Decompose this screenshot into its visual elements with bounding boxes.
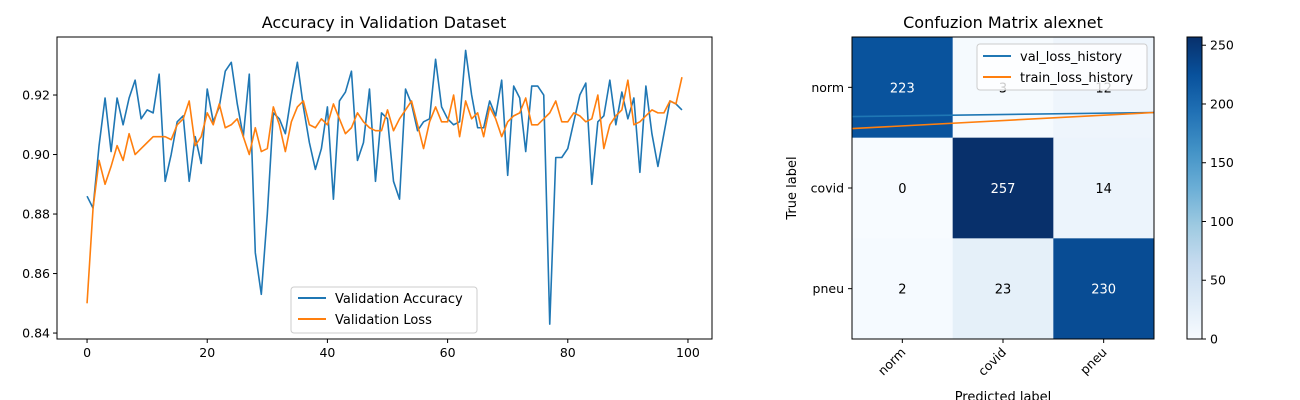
x-tick-label: covid [975,345,1009,379]
legend-label-train-loss-history: train_loss_history [1020,71,1133,86]
colorbar-axis: 0 50 100 150 200 250 [1202,38,1234,347]
y-tick-label: covid [811,181,844,196]
accuracy-chart: Accuracy in Validation Dataset 0 20 40 60 80… [22,13,713,360]
confusion-matrix-overlay-lines [851,111,1155,130]
matrix-cell-value: 257 [991,182,1016,197]
x-tick-label: 80 [560,345,576,360]
colorbar-tick-label: 200 [1210,96,1234,111]
x-tick-label: norm [875,345,909,379]
legend-frame [290,286,478,334]
matrix-cell [952,238,1054,340]
confusion-matrix-title: Confuzion Matrix alexnet [903,13,1103,32]
accuracy-chart-title: Accuracy in Validation Dataset [262,13,507,32]
confusion-matrix-ylabel: True label [785,156,800,220]
y-tick-label: 0.84 [22,326,50,341]
accuracy-chart-lines [86,49,683,325]
colorbar-tick-label: 50 [1210,273,1226,288]
x-tick-label: 100 [676,345,700,360]
matrix-cell [1053,137,1155,239]
y-tick-label: 0.86 [22,266,50,281]
y-tick-label: 0.88 [22,207,50,222]
matrix-cell-value: 0 [898,182,906,197]
confusion-matrix-x-axis: norm covid pneu [875,339,1110,379]
matrix-cell-value: 14 [1095,182,1112,197]
series-line-validation-loss [86,76,683,304]
legend-frame [976,43,1148,91]
matrix-cell-value: 23 [995,283,1012,298]
confusion-matrix-y-axis: norm covid pneu [811,80,852,296]
x-tick-label: pneu [1077,345,1110,378]
legend-label-validation-loss: Validation Loss [335,313,432,328]
matrix-cell-value: 223 [890,81,915,96]
accuracy-chart-frame [56,36,713,340]
matrix-cell [852,37,954,139]
overlay-line-val-loss-history [851,111,1155,118]
matrix-cell [952,137,1054,239]
matrix-cell [852,238,954,340]
matrix-cell [1053,238,1155,340]
x-tick-label: 0 [83,345,91,360]
x-tick-label: 20 [199,345,215,360]
accuracy-chart-x-axis: 0 20 40 60 80 100 [83,339,700,360]
series-line-validation-accuracy [86,49,683,325]
matrix-cell [852,137,954,239]
accuracy-chart-y-axis: 0.84 0.86 0.88 0.90 0.92 [22,88,57,341]
y-tick-label: 0.90 [22,147,50,162]
colorbar-tick-label: 250 [1210,38,1234,53]
accuracy-chart-legend: Validation Accuracy Validation Loss [290,286,478,334]
colorbar [1186,36,1203,340]
colorbar-tick-label: 150 [1210,155,1234,170]
overlay-line-train-loss-history [851,111,1155,130]
legend-label-val-loss-history: val_loss_history [1020,50,1122,65]
colorbar-tick-label: 0 [1210,332,1218,347]
confusion-matrix-xlabel: Predicted label [955,390,1052,400]
confusion-matrix-legend: val_loss_history train_loss_history [976,43,1148,91]
x-tick-label: 60 [440,345,456,360]
y-tick-label: pneu [813,281,844,296]
matrix-cell-value: 230 [1091,283,1116,298]
y-tick-label: norm [811,80,844,95]
y-tick-label: 0.92 [22,88,50,103]
matrix-cell-value: 2 [898,283,906,298]
confusion-matrix-chart: Confuzion Matrix alexnet 223312025714223… [785,13,1234,400]
colorbar-tick-label: 100 [1210,214,1234,229]
x-tick-label: 40 [319,345,335,360]
legend-label-validation-accuracy: Validation Accuracy [335,292,463,307]
